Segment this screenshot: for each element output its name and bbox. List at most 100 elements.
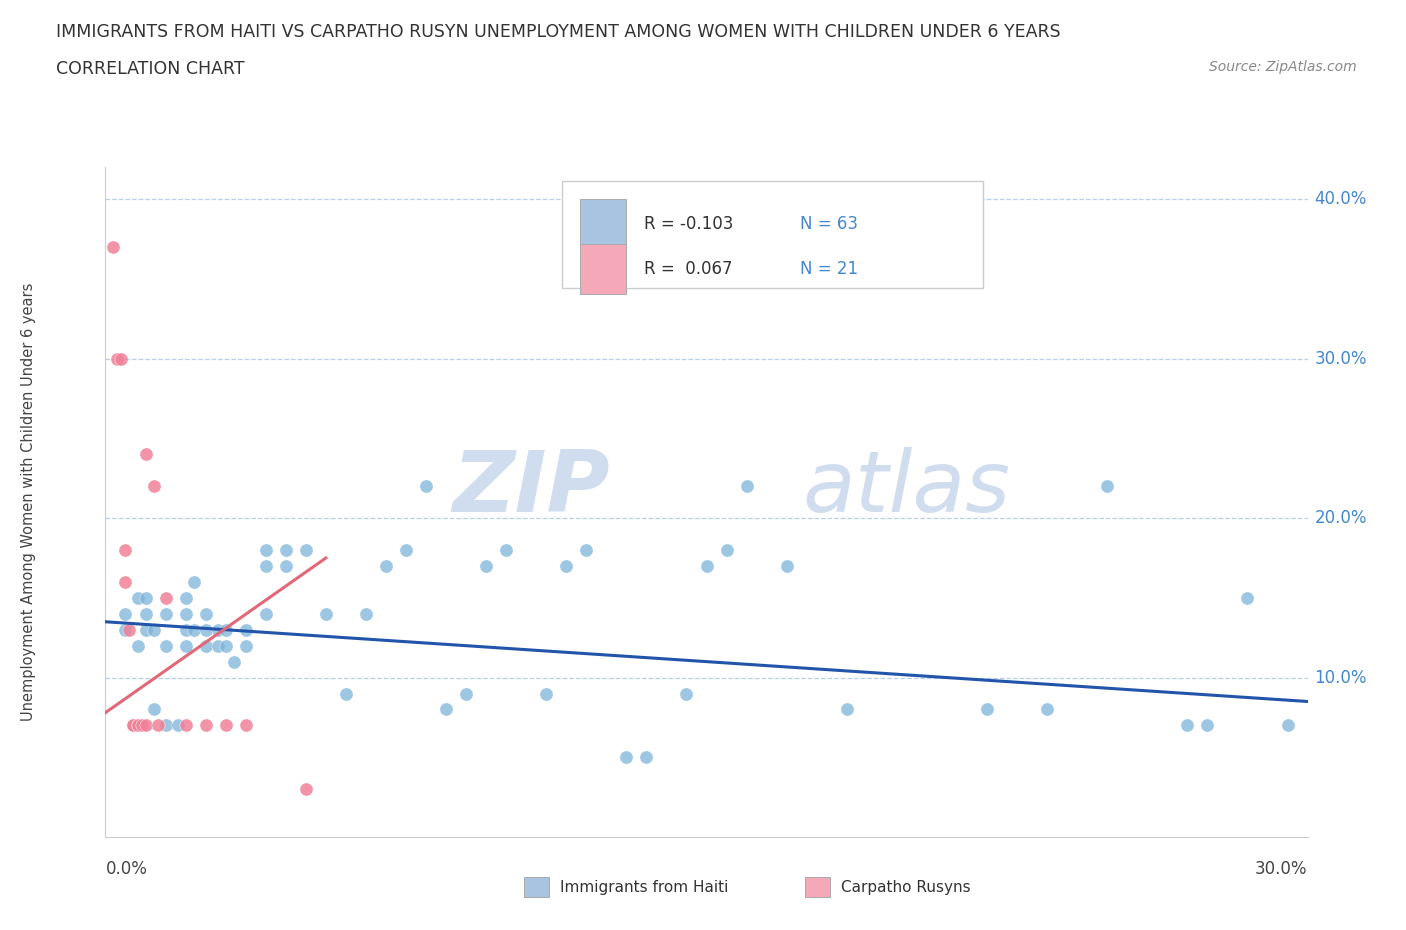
Point	[127, 718, 149, 733]
Point	[155, 591, 177, 605]
Point	[1177, 718, 1199, 733]
Point	[174, 622, 197, 637]
Bar	[581, 198, 626, 248]
Text: N = 21: N = 21	[800, 259, 859, 278]
Point	[534, 686, 557, 701]
Point	[235, 638, 257, 653]
Point	[274, 542, 297, 557]
Point	[155, 718, 177, 733]
Point	[495, 542, 517, 557]
Text: 40.0%: 40.0%	[1315, 191, 1367, 208]
Text: R =  0.067: R = 0.067	[644, 259, 733, 278]
Point	[183, 575, 205, 590]
Point	[118, 622, 141, 637]
Point	[155, 606, 177, 621]
Point	[374, 559, 398, 574]
Point	[155, 638, 177, 653]
Point	[675, 686, 697, 701]
Point	[434, 702, 457, 717]
Point	[127, 638, 149, 653]
Point	[475, 559, 498, 574]
Point	[207, 638, 229, 653]
Point	[114, 622, 136, 637]
Text: atlas: atlas	[803, 447, 1011, 530]
Point	[174, 591, 197, 605]
Point	[1197, 718, 1219, 733]
Point	[776, 559, 799, 574]
Text: ZIP: ZIP	[453, 447, 610, 530]
Text: 20.0%: 20.0%	[1315, 509, 1367, 527]
Text: Source: ZipAtlas.com: Source: ZipAtlas.com	[1209, 60, 1357, 74]
Point	[127, 591, 149, 605]
Point	[1097, 479, 1119, 494]
Point	[174, 606, 197, 621]
Point	[295, 782, 318, 797]
Point	[114, 575, 136, 590]
Point	[207, 622, 229, 637]
Point	[415, 479, 437, 494]
Point	[174, 718, 197, 733]
Point	[274, 559, 297, 574]
Point	[835, 702, 858, 717]
Text: IMMIGRANTS FROM HAITI VS CARPATHO RUSYN UNEMPLOYMENT AMONG WOMEN WITH CHILDREN U: IMMIGRANTS FROM HAITI VS CARPATHO RUSYN …	[56, 23, 1062, 41]
Point	[254, 559, 277, 574]
Point	[575, 542, 598, 557]
Point	[127, 718, 149, 733]
Point	[107, 352, 129, 366]
Text: Immigrants from Haiti: Immigrants from Haiti	[560, 880, 728, 895]
Point	[114, 606, 136, 621]
Point	[222, 654, 245, 669]
Point	[976, 702, 998, 717]
Point	[166, 718, 188, 733]
Point	[214, 638, 236, 653]
Text: Carpatho Rusyns: Carpatho Rusyns	[842, 880, 972, 895]
Point	[454, 686, 477, 701]
Point	[142, 702, 165, 717]
Text: 10.0%: 10.0%	[1315, 669, 1367, 686]
Point	[254, 606, 277, 621]
Point	[235, 718, 257, 733]
Point	[1036, 702, 1059, 717]
Bar	[562, 180, 983, 288]
Point	[135, 447, 157, 462]
Point	[335, 686, 357, 701]
Text: 30.0%: 30.0%	[1315, 350, 1367, 367]
Point	[194, 622, 217, 637]
Point	[110, 352, 132, 366]
Text: 0.0%: 0.0%	[105, 860, 148, 878]
Point	[295, 542, 318, 557]
Point	[735, 479, 758, 494]
Point	[146, 718, 169, 733]
Point	[194, 606, 217, 621]
Bar	[581, 244, 626, 294]
Point	[395, 542, 418, 557]
Point	[354, 606, 377, 621]
Point	[235, 622, 257, 637]
Point	[122, 718, 145, 733]
Point	[103, 240, 125, 255]
Point	[716, 542, 738, 557]
Point	[131, 718, 153, 733]
Point	[142, 479, 165, 494]
Point	[696, 559, 718, 574]
Point	[555, 559, 578, 574]
Point	[122, 718, 145, 733]
Point	[135, 606, 157, 621]
Text: N = 63: N = 63	[800, 215, 858, 232]
Point	[135, 591, 157, 605]
Point	[174, 638, 197, 653]
Point	[315, 606, 337, 621]
Point	[214, 718, 236, 733]
Point	[1277, 718, 1299, 733]
Point	[135, 718, 157, 733]
Point	[616, 750, 638, 764]
Text: Unemployment Among Women with Children Under 6 years: Unemployment Among Women with Children U…	[21, 283, 35, 722]
Text: R = -0.103: R = -0.103	[644, 215, 734, 232]
Point	[194, 718, 217, 733]
Point	[636, 750, 658, 764]
Point	[142, 622, 165, 637]
Point	[183, 622, 205, 637]
Point	[135, 622, 157, 637]
Point	[1236, 591, 1258, 605]
Point	[254, 542, 277, 557]
